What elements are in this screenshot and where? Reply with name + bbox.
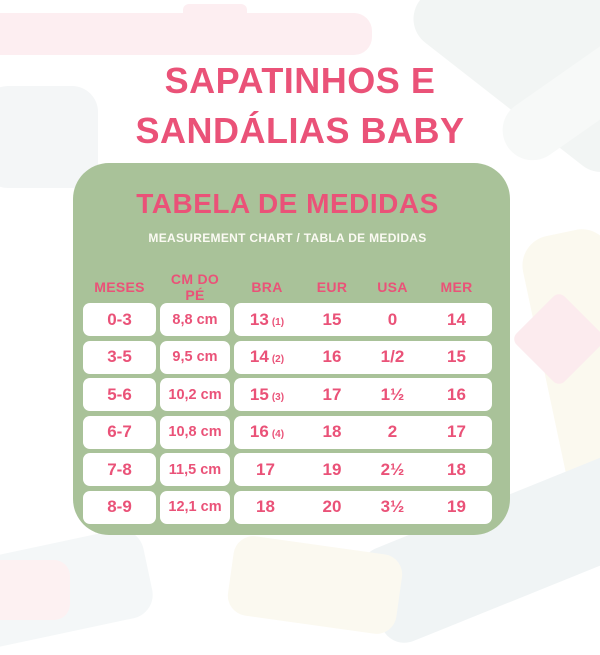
size-table-body: 0-3 8,8 cm 13 (1) 15 0 14 3-5 9,5 cm 14 (2…: [83, 303, 492, 524]
cell-bra: 13 (1): [249, 309, 285, 329]
table-row: 0-3 8,8 cm 13 (1) 15 0 14: [83, 303, 492, 336]
column-header-mer: MER: [440, 279, 473, 295]
cell-cm: 10,2 cm: [160, 378, 230, 411]
table-row: 7-8 11,5 cm 17 19 2½ 18: [83, 453, 492, 486]
column-header-usa: USA: [377, 279, 408, 295]
column-header-cm: CM DO PÉ: [170, 271, 220, 303]
cell-mer: 17: [447, 422, 466, 441]
cell-mer: 14: [447, 309, 466, 329]
cell-usa: 3½: [380, 497, 405, 516]
card-subheading: MEASUREMENT CHART / TABLA DE MEDIDAS: [148, 231, 427, 245]
cell-bra: 18: [256, 497, 275, 516]
cell-cm: 9,5 cm: [160, 340, 230, 374]
decor-gray-block-left: [0, 86, 98, 188]
cell-meses: 3-5: [83, 340, 156, 374]
cell-usa: 1½: [380, 384, 405, 404]
poster: SAPATINHOS E SANDÁLIAS BABY TABELA DE ME…: [0, 0, 600, 535]
cell-meses: 5-6: [83, 378, 156, 411]
cell-bra: 16 (4): [249, 422, 285, 441]
bra-note: (2): [271, 354, 285, 365]
cell-usa: 2½: [380, 459, 405, 479]
cell-bra: 15 (3): [249, 384, 285, 404]
cell-sizes-group: 14 (2) 16 1/2 15: [234, 340, 492, 374]
cell-mer: 18: [447, 459, 466, 479]
cell-sizes-group: 15 (3) 17 1½ 16: [234, 378, 492, 411]
cell-mer: 15: [447, 347, 466, 366]
cell-usa: 0: [387, 309, 398, 329]
cell-meses: 6-7: [83, 415, 156, 449]
table-row: 3-5 9,5 cm 14 (2) 16 1/2 15: [83, 340, 492, 374]
column-header-eur: EUR: [316, 279, 348, 295]
cell-usa: 2: [387, 422, 398, 441]
cell-eur: 20: [322, 497, 342, 516]
cell-bra: 14 (2): [249, 347, 285, 366]
table-row: 6-7 10,8 cm 16 (4) 18 2 17: [83, 415, 492, 449]
table-row: 5-6 10,2 cm 15 (3) 17 1½ 16: [83, 378, 492, 411]
cell-mer: 16: [447, 384, 466, 404]
page-title: SAPATINHOS E SANDÁLIAS BABY: [0, 0, 600, 156]
bra-note: (4): [271, 429, 285, 440]
column-header-bra: BRA: [251, 279, 283, 295]
bra-note: (1): [271, 316, 285, 328]
cell-meses: 7-8: [83, 453, 156, 486]
card-heading: TABELA DE MEDIDAS: [136, 188, 439, 219]
cell-sizes-group: 17 19 2½ 18: [234, 453, 492, 486]
cell-eur: 16: [322, 347, 342, 366]
table-header-row: MESES CM DO PÉ BRA EUR USA MER: [83, 271, 492, 303]
column-header-meses: MESES: [94, 279, 145, 295]
cell-cm: 11,5 cm: [160, 453, 230, 486]
size-chart-card: TABELA DE MEDIDAS MEASUREMENT CHART / TA…: [73, 163, 510, 535]
decor-pink-bump-top: [183, 4, 247, 22]
cell-cm: 8,8 cm: [160, 303, 230, 336]
cell-eur: 19: [322, 459, 342, 479]
cell-sizes-group: 13 (1) 15 0 14: [234, 303, 492, 336]
cell-eur: 18: [322, 422, 342, 441]
bra-note: (3): [271, 391, 285, 403]
cell-sizes-group: 16 (4) 18 2 17: [234, 415, 492, 449]
cell-sizes-group: 18 20 3½ 19: [234, 490, 492, 524]
table-row: 8-9 12,1 cm 18 20 3½ 19: [83, 490, 492, 524]
cell-eur: 15: [322, 309, 342, 329]
cell-meses: 8-9: [83, 490, 156, 524]
cell-mer: 19: [447, 497, 466, 516]
cell-cm: 10,8 cm: [160, 415, 230, 449]
cell-meses: 0-3: [83, 303, 156, 336]
cell-cm: 12,1 cm: [160, 490, 230, 524]
cell-usa: 1/2: [380, 347, 405, 366]
page-title-line2: SANDÁLIAS BABY: [135, 110, 465, 151]
cell-bra: 17: [256, 459, 275, 479]
page-title-line1: SAPATINHOS E: [164, 60, 436, 101]
cell-eur: 17: [322, 384, 342, 404]
